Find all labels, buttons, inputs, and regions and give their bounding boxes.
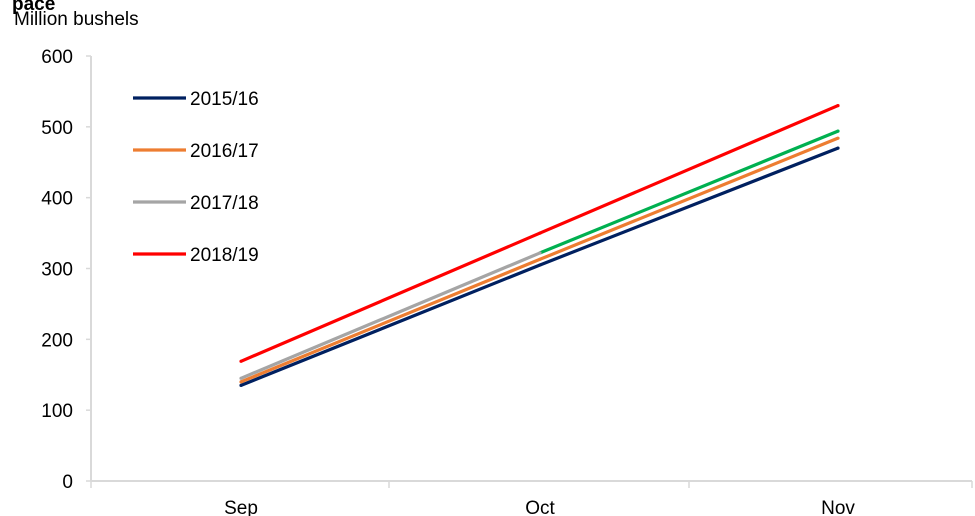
y-tick-label: 100 (41, 401, 73, 422)
data-point (538, 257, 542, 261)
data-point (836, 129, 840, 133)
data-point (239, 383, 243, 387)
x-tick-label: Nov (821, 498, 855, 516)
y-tick-label: 300 (41, 260, 73, 281)
data-point (538, 231, 542, 235)
data-point (239, 376, 243, 380)
data-point (538, 263, 542, 267)
data-point (538, 251, 542, 255)
y-axis-unit-label: Million bushels (14, 9, 139, 30)
y-tick-label: 400 (41, 189, 73, 210)
y-tick-label: 500 (41, 118, 73, 139)
legend-label: 2018/19 (190, 245, 259, 266)
legend-label: 2016/17 (190, 141, 259, 162)
y-tick-label: 200 (41, 330, 73, 351)
series-line-extension (539, 129, 839, 255)
legend-label: 2015/16 (190, 89, 259, 110)
legend-label: 2017/18 (190, 193, 259, 214)
x-tick-label: Sep (224, 498, 258, 516)
y-tick-label: 600 (41, 47, 73, 68)
data-point (239, 359, 243, 363)
y-tick-label: 0 (62, 472, 73, 493)
data-point (239, 380, 243, 384)
data-point (836, 146, 840, 150)
series-line-2015-16 (240, 146, 839, 387)
series-line-2017-18 (240, 251, 541, 380)
data-point (836, 103, 840, 108)
chart-title: pace (12, 0, 56, 15)
x-tick-label: Oct (525, 498, 555, 516)
data-point (836, 136, 840, 140)
